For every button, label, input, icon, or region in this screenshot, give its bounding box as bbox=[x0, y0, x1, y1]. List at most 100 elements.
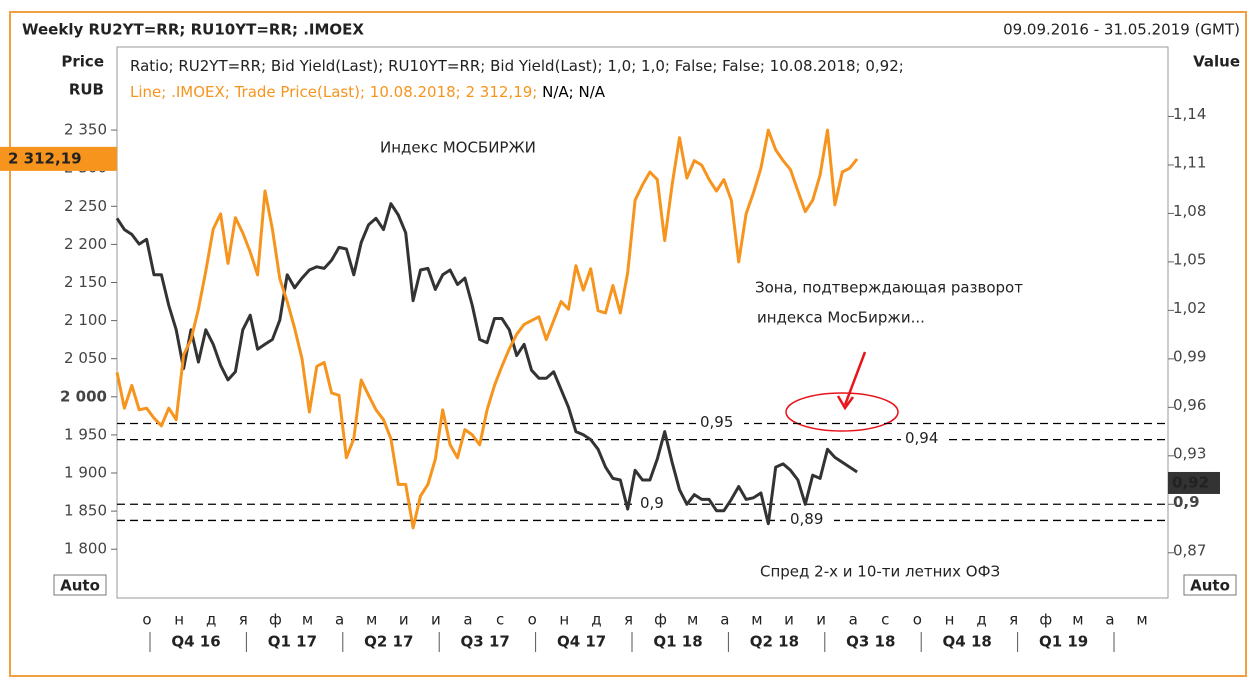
auto-box[interactable] bbox=[53, 574, 107, 596]
x-tick-label: с bbox=[496, 611, 504, 629]
y-label: Price bbox=[61, 53, 104, 71]
legend-entry: Line; .IMOEX; Trade Price(Last); 10.08.2… bbox=[130, 83, 606, 101]
x-tick-label: д bbox=[591, 611, 601, 629]
x-tick-label: я bbox=[239, 611, 248, 629]
chart-title: Weekly RU2YT=RR; RU10YT=RR; .IMOEX bbox=[22, 21, 364, 39]
x-tick-label: с bbox=[881, 611, 889, 629]
x-tick-label: о bbox=[528, 611, 537, 629]
x-tick-label: н bbox=[945, 611, 955, 629]
y-tick-label: 2 250 bbox=[64, 197, 107, 215]
y-tick-label: 2 200 bbox=[64, 235, 107, 253]
y-label: RUB bbox=[69, 81, 104, 99]
x-tick-label: и bbox=[816, 611, 826, 629]
y2-tick-label: 0,93 bbox=[1173, 444, 1206, 462]
reference-label-bg bbox=[786, 508, 834, 531]
arrow-head bbox=[836, 395, 855, 411]
y2-tick-label: 1,14 bbox=[1173, 105, 1206, 123]
x-tick-label: м bbox=[302, 611, 313, 629]
x-group-label: Q2 17 bbox=[364, 633, 413, 651]
x-group-label: Q4 17 bbox=[557, 633, 606, 651]
plot-area bbox=[116, 46, 1169, 599]
x-group-label: Q3 17 bbox=[461, 633, 510, 651]
x-tick-label: а bbox=[335, 611, 344, 629]
auto-button[interactable]: Auto bbox=[1190, 577, 1230, 595]
y-tick-label: 2 350 bbox=[64, 121, 107, 139]
y-tick-label: 1 950 bbox=[64, 425, 107, 443]
y-tick-label: 1 900 bbox=[64, 464, 107, 482]
series-line bbox=[115, 202, 858, 526]
legend-name: Ratio; RU2YT=RR; Bid Yield(Last); RU10YT… bbox=[130, 57, 904, 75]
x-tick-label: м bbox=[366, 611, 377, 629]
legend-name: Line; .IMOEX; Trade Price(Last); 10.08.2… bbox=[130, 83, 537, 101]
x-group-label: Q2 18 bbox=[750, 633, 799, 651]
x-tick-label: ф bbox=[269, 611, 282, 629]
y-tick-label: 2 100 bbox=[64, 311, 107, 329]
x-tick-label: а bbox=[1105, 611, 1114, 629]
last-value-badge bbox=[1168, 471, 1220, 494]
x-tick-label: н bbox=[174, 611, 184, 629]
annotation: Спред 2-х и 10-ти летних ОФЗ bbox=[760, 563, 1000, 581]
x-tick-label: м bbox=[1136, 611, 1147, 629]
arrow bbox=[843, 351, 867, 406]
y-tick-label: 1 800 bbox=[64, 540, 107, 558]
last-value-label: 2 312,19 bbox=[8, 149, 82, 167]
y2-tick-label: 1,02 bbox=[1173, 299, 1206, 317]
y2-tick-label: 1,08 bbox=[1173, 202, 1206, 220]
last-value-badge bbox=[0, 146, 117, 171]
x-tick-label: д bbox=[976, 611, 986, 629]
x-tick-label: м bbox=[687, 611, 698, 629]
reference-label-bg bbox=[901, 427, 949, 450]
x-group-label: Q1 19 bbox=[1039, 633, 1088, 651]
x-tick-label: о bbox=[142, 611, 151, 629]
x-tick-label: д bbox=[206, 611, 216, 629]
legend-suffix: N/A; N/A bbox=[537, 83, 605, 101]
spread-box bbox=[742, 552, 1074, 590]
y-tick-label: 2 150 bbox=[64, 273, 107, 291]
x-tick-label: м bbox=[1072, 611, 1083, 629]
x-group-label: Q4 16 bbox=[171, 633, 220, 651]
series-line bbox=[115, 128, 859, 530]
y2-tick-label: 0,96 bbox=[1173, 396, 1206, 414]
x-group-label: Q1 18 bbox=[653, 633, 702, 651]
x-tick-label: н bbox=[559, 611, 569, 629]
x-tick-label: а bbox=[463, 611, 472, 629]
auto-box[interactable] bbox=[1183, 574, 1237, 596]
last-value-label: 0,92 bbox=[1172, 473, 1209, 491]
x-tick-label: м bbox=[751, 611, 762, 629]
annotation: Зона, подтверждающая разворот bbox=[755, 279, 1023, 297]
y-tick-label: 2 050 bbox=[64, 349, 107, 367]
y2-tick-label: 1,11 bbox=[1173, 153, 1206, 171]
x-tick-label: а bbox=[720, 611, 729, 629]
x-tick-label: о bbox=[913, 611, 922, 629]
annotation: индекса МосБиржи... bbox=[757, 309, 925, 327]
highlight-ellipse bbox=[785, 392, 899, 432]
reference-label: 0,94 bbox=[905, 429, 938, 447]
x-tick-label: и bbox=[399, 611, 409, 629]
x-tick-label: ф bbox=[1039, 611, 1052, 629]
annotation: Индекс МОСБИРЖИ bbox=[380, 139, 536, 157]
x-group-label: Q3 18 bbox=[846, 633, 895, 651]
legend-entry: Ratio; RU2YT=RR; Bid Yield(Last); RU10YT… bbox=[130, 57, 904, 75]
y2-tick-label: 1,05 bbox=[1173, 250, 1206, 268]
reference-label: 0,89 bbox=[790, 510, 823, 528]
x-tick-label: а bbox=[849, 611, 858, 629]
x-group-label: Q4 18 bbox=[943, 633, 992, 651]
x-tick-label: ф bbox=[654, 611, 667, 629]
date-range: 09.09.2016 - 31.05.2019 (GMT) bbox=[1003, 21, 1240, 39]
x-group-label: Q1 17 bbox=[268, 633, 317, 651]
x-tick-label: и bbox=[431, 611, 441, 629]
auto-button[interactable]: Auto bbox=[60, 577, 100, 595]
x-tick-label: я bbox=[1009, 611, 1018, 629]
y2-label: Value bbox=[1193, 53, 1240, 71]
reference-label-bg bbox=[696, 411, 744, 434]
y-tick-label: 1 850 bbox=[64, 502, 107, 520]
x-tick-label: и bbox=[784, 611, 794, 629]
reference-label: 0,9 bbox=[640, 494, 664, 512]
reference-label-bg bbox=[636, 492, 684, 515]
y-tick-label: 2 000 bbox=[60, 387, 107, 405]
y2-tick-label: 0,87 bbox=[1173, 541, 1206, 559]
x-tick-label: я bbox=[624, 611, 633, 629]
reference-label: 0,95 bbox=[700, 413, 733, 431]
y2-tick-label: 0,9 bbox=[1173, 493, 1200, 511]
